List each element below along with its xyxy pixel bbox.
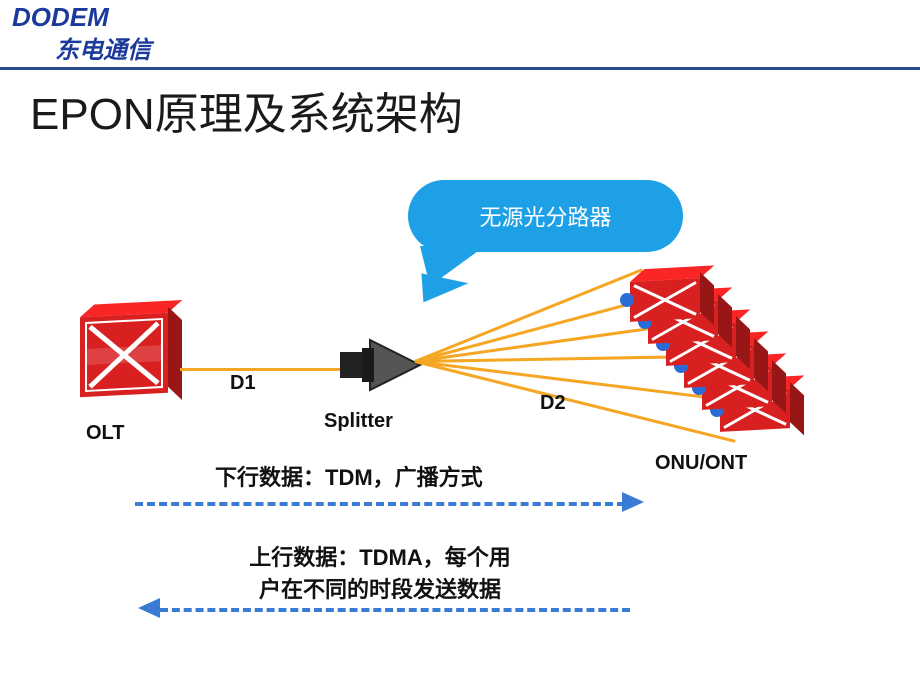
- uplink-line2: 户在不同的时段发送数据: [259, 577, 501, 602]
- onu-port-icon: [620, 293, 634, 307]
- downlink-text: 下行数据：TDM，广播方式: [215, 460, 483, 492]
- uplink-arrow: [160, 608, 630, 612]
- splitter-icon: [340, 330, 430, 400]
- d1-label: D1: [230, 372, 256, 395]
- downlink-arrowhead-icon: [622, 492, 644, 512]
- fiber-d1-line: [180, 368, 340, 371]
- olt-label: OLT: [86, 422, 125, 445]
- page-title: EPON原理及系统架构: [30, 78, 463, 142]
- logo-english: DODEM: [12, 2, 109, 33]
- olt-box-icon: [80, 313, 168, 398]
- onu-device: [630, 280, 700, 320]
- epon-diagram: 无源光分路器 OLT D1 Sp: [0, 170, 920, 640]
- callout-text: 无源光分路器: [479, 200, 611, 232]
- uplink-line1: 上行数据：TDMA，每个用: [249, 545, 511, 570]
- uplink-text: 上行数据：TDMA，每个用 户在不同的时段发送数据: [200, 540, 560, 604]
- onu-label: ONU/ONT: [655, 452, 747, 475]
- header-bar: DODEM 东电通信: [0, 0, 920, 70]
- logo-chinese: 东电通信: [55, 30, 151, 65]
- splitter-device: [340, 330, 430, 400]
- uplink-arrowhead-icon: [138, 598, 160, 618]
- olt-device: [80, 315, 168, 395]
- downlink-arrow: [135, 502, 625, 506]
- d2-label: D2: [540, 392, 566, 415]
- callout-bubble: 无源光分路器: [408, 180, 683, 252]
- splitter-label: Splitter: [324, 410, 393, 433]
